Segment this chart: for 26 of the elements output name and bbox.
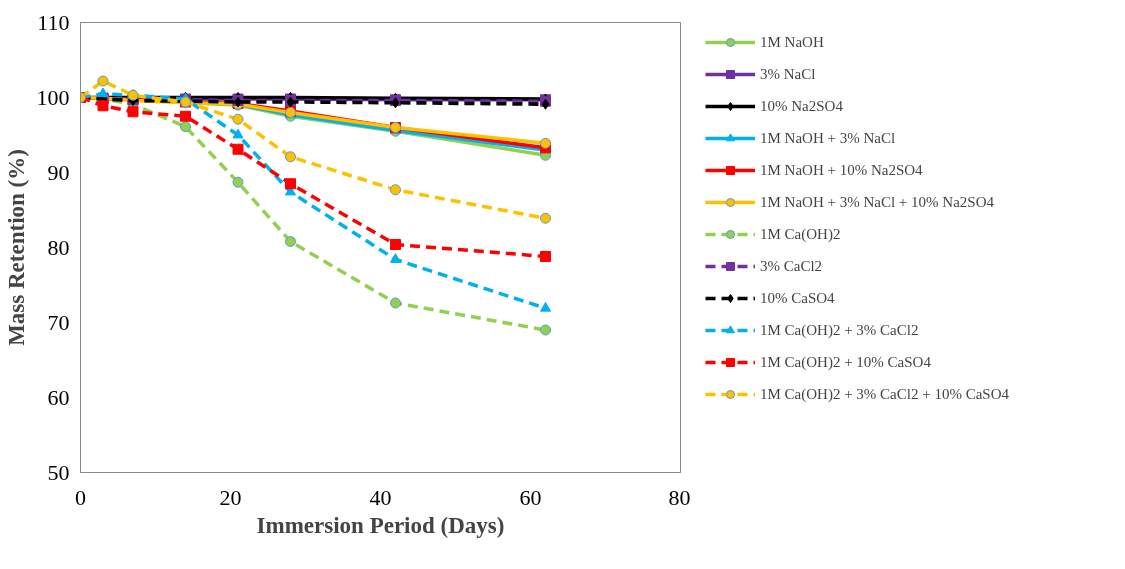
y-tick-label: 80	[47, 234, 70, 260]
legend-label: 10% CaSO4	[760, 289, 835, 307]
y-tick-label: 90	[47, 159, 70, 185]
x-tick-label: 0	[75, 484, 86, 510]
y-tick-label: 60	[47, 384, 70, 410]
y-tick-label: 70	[47, 309, 70, 335]
legend-label: 1M NaOH + 3% NaCl	[760, 129, 896, 147]
legend-label: 3% CaCl2	[760, 257, 823, 275]
legend-label: 1M NaOH	[760, 33, 824, 51]
legend-label: 3% NaCl	[760, 65, 816, 83]
legend-label: 10% Na2SO4	[760, 97, 843, 115]
legend-label: 1M Ca(OH)2 + 3% CaCl2	[760, 321, 919, 339]
legend-label: 1M Ca(OH)2 + 10% CaSO4	[760, 353, 931, 371]
x-tick-label: 60	[519, 484, 542, 510]
x-axis-title: Immersion Period (Days)	[256, 512, 505, 538]
x-tick-label: 40	[369, 484, 392, 510]
x-tick-label: 80	[668, 484, 691, 510]
y-axis-title: Mass Retention (%)	[3, 149, 29, 346]
legend-label: 1M Ca(OH)2	[760, 225, 841, 243]
legend-label: 1M Ca(OH)2 + 3% CaCl2 + 10% CaSO4	[760, 385, 1009, 403]
y-tick-label: 110	[37, 9, 70, 35]
y-tick-label: 50	[47, 459, 70, 485]
x-tick-label: 20	[219, 484, 242, 510]
legend-label: 1M NaOH + 10% Na2SO4	[760, 161, 923, 179]
legend-label: 1M NaOH + 3% NaCl + 10% Na2SO4	[760, 193, 994, 211]
y-tick-label: 100	[36, 84, 70, 110]
